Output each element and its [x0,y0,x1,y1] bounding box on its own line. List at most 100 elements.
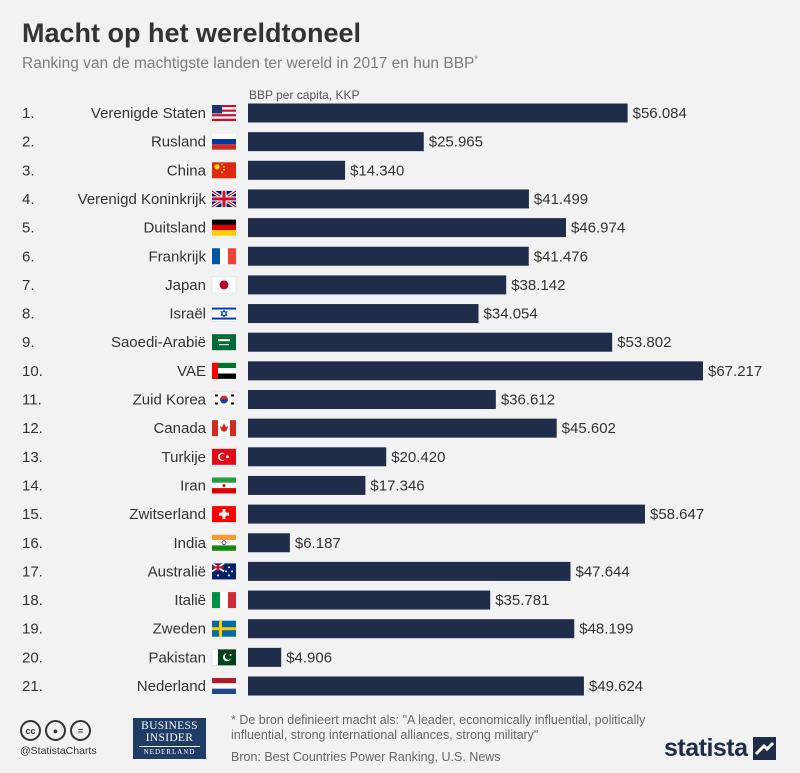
bar [248,676,584,696]
rank-label: 14. [22,477,43,494]
statista-handle: @StatistaCharts [20,745,97,757]
country-label: Canada [153,420,206,437]
bar-row: 7. Japan $38.142 [22,275,565,295]
country-label: Zweden [153,621,206,638]
bar [248,361,703,381]
rank-label: 19. [22,621,43,638]
rank-label: 21. [22,678,43,695]
bar-row: 18. Italië $35.781 [22,590,549,610]
country-label: Verenigd Koninkrijk [78,191,207,208]
bar-row: 1. Verenigde Staten $56.084 [22,103,687,123]
rank-label: 20. [22,649,43,666]
value-label: $67.217 [708,363,762,380]
value-label: $36.612 [501,392,555,409]
bar-row: 15. Zwitserland $58.647 [22,504,704,524]
business-insider-logo: BUSINESS INSIDER NEDERLAND [133,718,206,759]
israel-flag-icon [211,305,237,322]
rank-label: 18. [22,592,43,609]
bar [248,475,366,495]
value-label: $4.906 [286,649,332,666]
value-label: $45.602 [562,420,616,437]
country-label: Duitsland [143,220,206,237]
country-label: Australië [148,563,206,580]
license-block: cc ● = @StatistaCharts [20,720,97,757]
bar-row: 10. VAE $67.217 [22,361,762,381]
rank-label: 12. [22,420,43,437]
rank-label: 1. [22,105,35,122]
rank-label: 15. [22,506,43,523]
bar [248,533,290,553]
bar-row: 20. Pakistan $4.906 [22,647,332,667]
australia-flag-icon [211,562,236,580]
bar [248,246,529,266]
country-label: Nederland [137,678,206,695]
bar-row: 14. Iran $17.346 [22,475,425,495]
rank-label: 6. [22,248,35,265]
value-label: $58.647 [650,506,704,523]
bar-row: 4. Verenigd Koninkrijk $41.499 [22,189,588,209]
value-label: $49.624 [589,678,643,695]
bar [248,160,346,180]
sweden-flag-icon [212,620,236,637]
bar [248,561,571,581]
bar-chart: 1. Verenigde Staten $56.084 2. Rusland $25.96… [22,103,762,696]
bar [248,590,491,610]
value-label: $17.346 [370,477,424,494]
country-label: Frankrijk [148,248,206,265]
bar [248,447,387,467]
turkey-flag-icon [212,448,236,465]
france-flag-icon [212,248,236,265]
statista-logo: statista [664,734,776,763]
bar [248,418,557,438]
rank-label: 3. [22,162,35,179]
value-label: $46.974 [571,220,625,237]
bar [248,619,575,639]
uae-flag-icon [212,362,236,379]
bar [248,647,282,667]
value-label: $38.142 [511,277,565,294]
bar-row: 3. China $14.340 [22,160,404,180]
country-label: India [173,535,206,552]
value-label: $25.965 [429,134,483,151]
bar-row: 9. Saoedi-Arabië $53.802 [22,332,671,352]
canada-flag-icon [212,420,236,437]
value-label: $41.499 [534,191,588,208]
bar-row: 12. Canada $45.602 [22,418,616,438]
country-label: Pakistan [148,649,206,666]
country-label: Verenigde Staten [91,105,206,122]
south-korea-flag-icon [211,391,237,408]
bar [248,304,479,324]
iran-flag-icon [212,477,236,494]
china-flag-icon [212,162,236,179]
rank-label: 9. [22,334,35,351]
bar [248,103,628,123]
netherlands-flag-icon [212,678,236,694]
cc-icon: cc [20,720,41,741]
value-label: $53.802 [617,334,671,351]
country-label: Israël [169,306,206,323]
bar-row: 21. Nederland $49.624 [22,676,643,696]
bar-row: 8. Israël $34.054 [22,304,538,324]
bar-row: 13. Turkije $20.420 [22,447,445,467]
rank-label: 11. [22,392,42,409]
rank-label: 4. [22,191,35,208]
switzerland-flag-icon [212,506,236,523]
country-label: Zuid Korea [133,392,207,409]
bar-row: 19. Zweden $48.199 [22,619,633,639]
value-label: $20.420 [391,449,445,466]
bar [248,218,566,238]
bar [248,275,507,295]
bar [248,332,613,352]
country-label: Rusland [151,134,206,151]
no-derivatives-icon: = [70,720,91,741]
bar-row: 11. Zuid Korea $36.612 [22,390,555,409]
value-label: $56.084 [633,105,687,122]
italy-flag-icon [212,592,236,609]
country-label: Zwitserland [129,506,206,523]
source-note: Bron: Best Countries Power Ranking, U.S.… [231,750,501,764]
value-axis-label: BBP per capita, KKP [249,88,360,102]
saudi-flag-icon [212,334,236,351]
value-label: $47.644 [576,563,630,580]
bar [248,189,529,209]
rank-label: 5. [22,220,35,237]
